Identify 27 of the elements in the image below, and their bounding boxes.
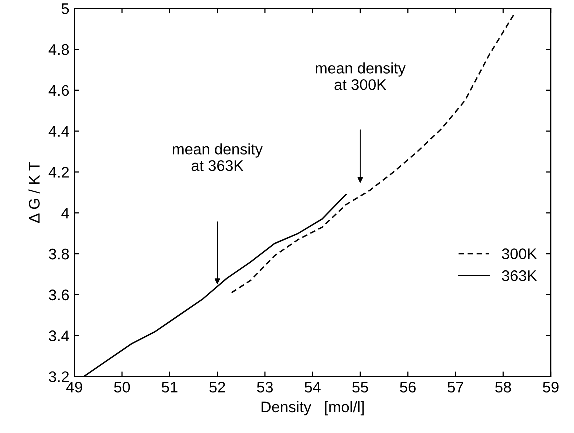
y-tick-label: 3.6 <box>49 290 70 301</box>
x-tick-label: 49 <box>66 382 82 393</box>
y-tick-label: 3.4 <box>49 330 70 342</box>
x-tick-label: 50 <box>114 382 130 393</box>
y-tick-label: 4.2 <box>48 167 69 178</box>
x-tick-label: 56 <box>400 382 416 393</box>
x-tick-label: 55 <box>352 382 368 393</box>
annotation: mean density at 300K <box>316 62 406 90</box>
annotation: mean density at 363K <box>173 144 263 172</box>
x-tick-label: 53 <box>257 382 274 393</box>
legend-label: 363K <box>502 270 538 282</box>
x-tick-label: 52 <box>210 382 226 393</box>
legend-label: 300K <box>502 248 538 260</box>
y-tick-label: 4.4 <box>48 126 70 137</box>
x-tick-label: 58 <box>496 382 512 393</box>
x-tick-label: 57 <box>448 382 464 393</box>
y-tick-label: 3.2 <box>49 372 69 382</box>
y-tick-label: 4.6 <box>48 85 70 96</box>
x-axis-title: Density [mol/l] <box>262 401 364 416</box>
x-tick-label: 51 <box>162 382 178 393</box>
x-tick-label: 54 <box>304 382 321 393</box>
y-tick-label: 4 <box>62 208 70 219</box>
x-tick-label: 59 <box>543 382 559 393</box>
y-tick-label: 5 <box>62 4 70 14</box>
y-tick-label: 3.8 <box>49 248 70 260</box>
y-axis-title: Δ G / K T <box>28 162 40 224</box>
y-tick-label: 4.8 <box>48 44 70 56</box>
